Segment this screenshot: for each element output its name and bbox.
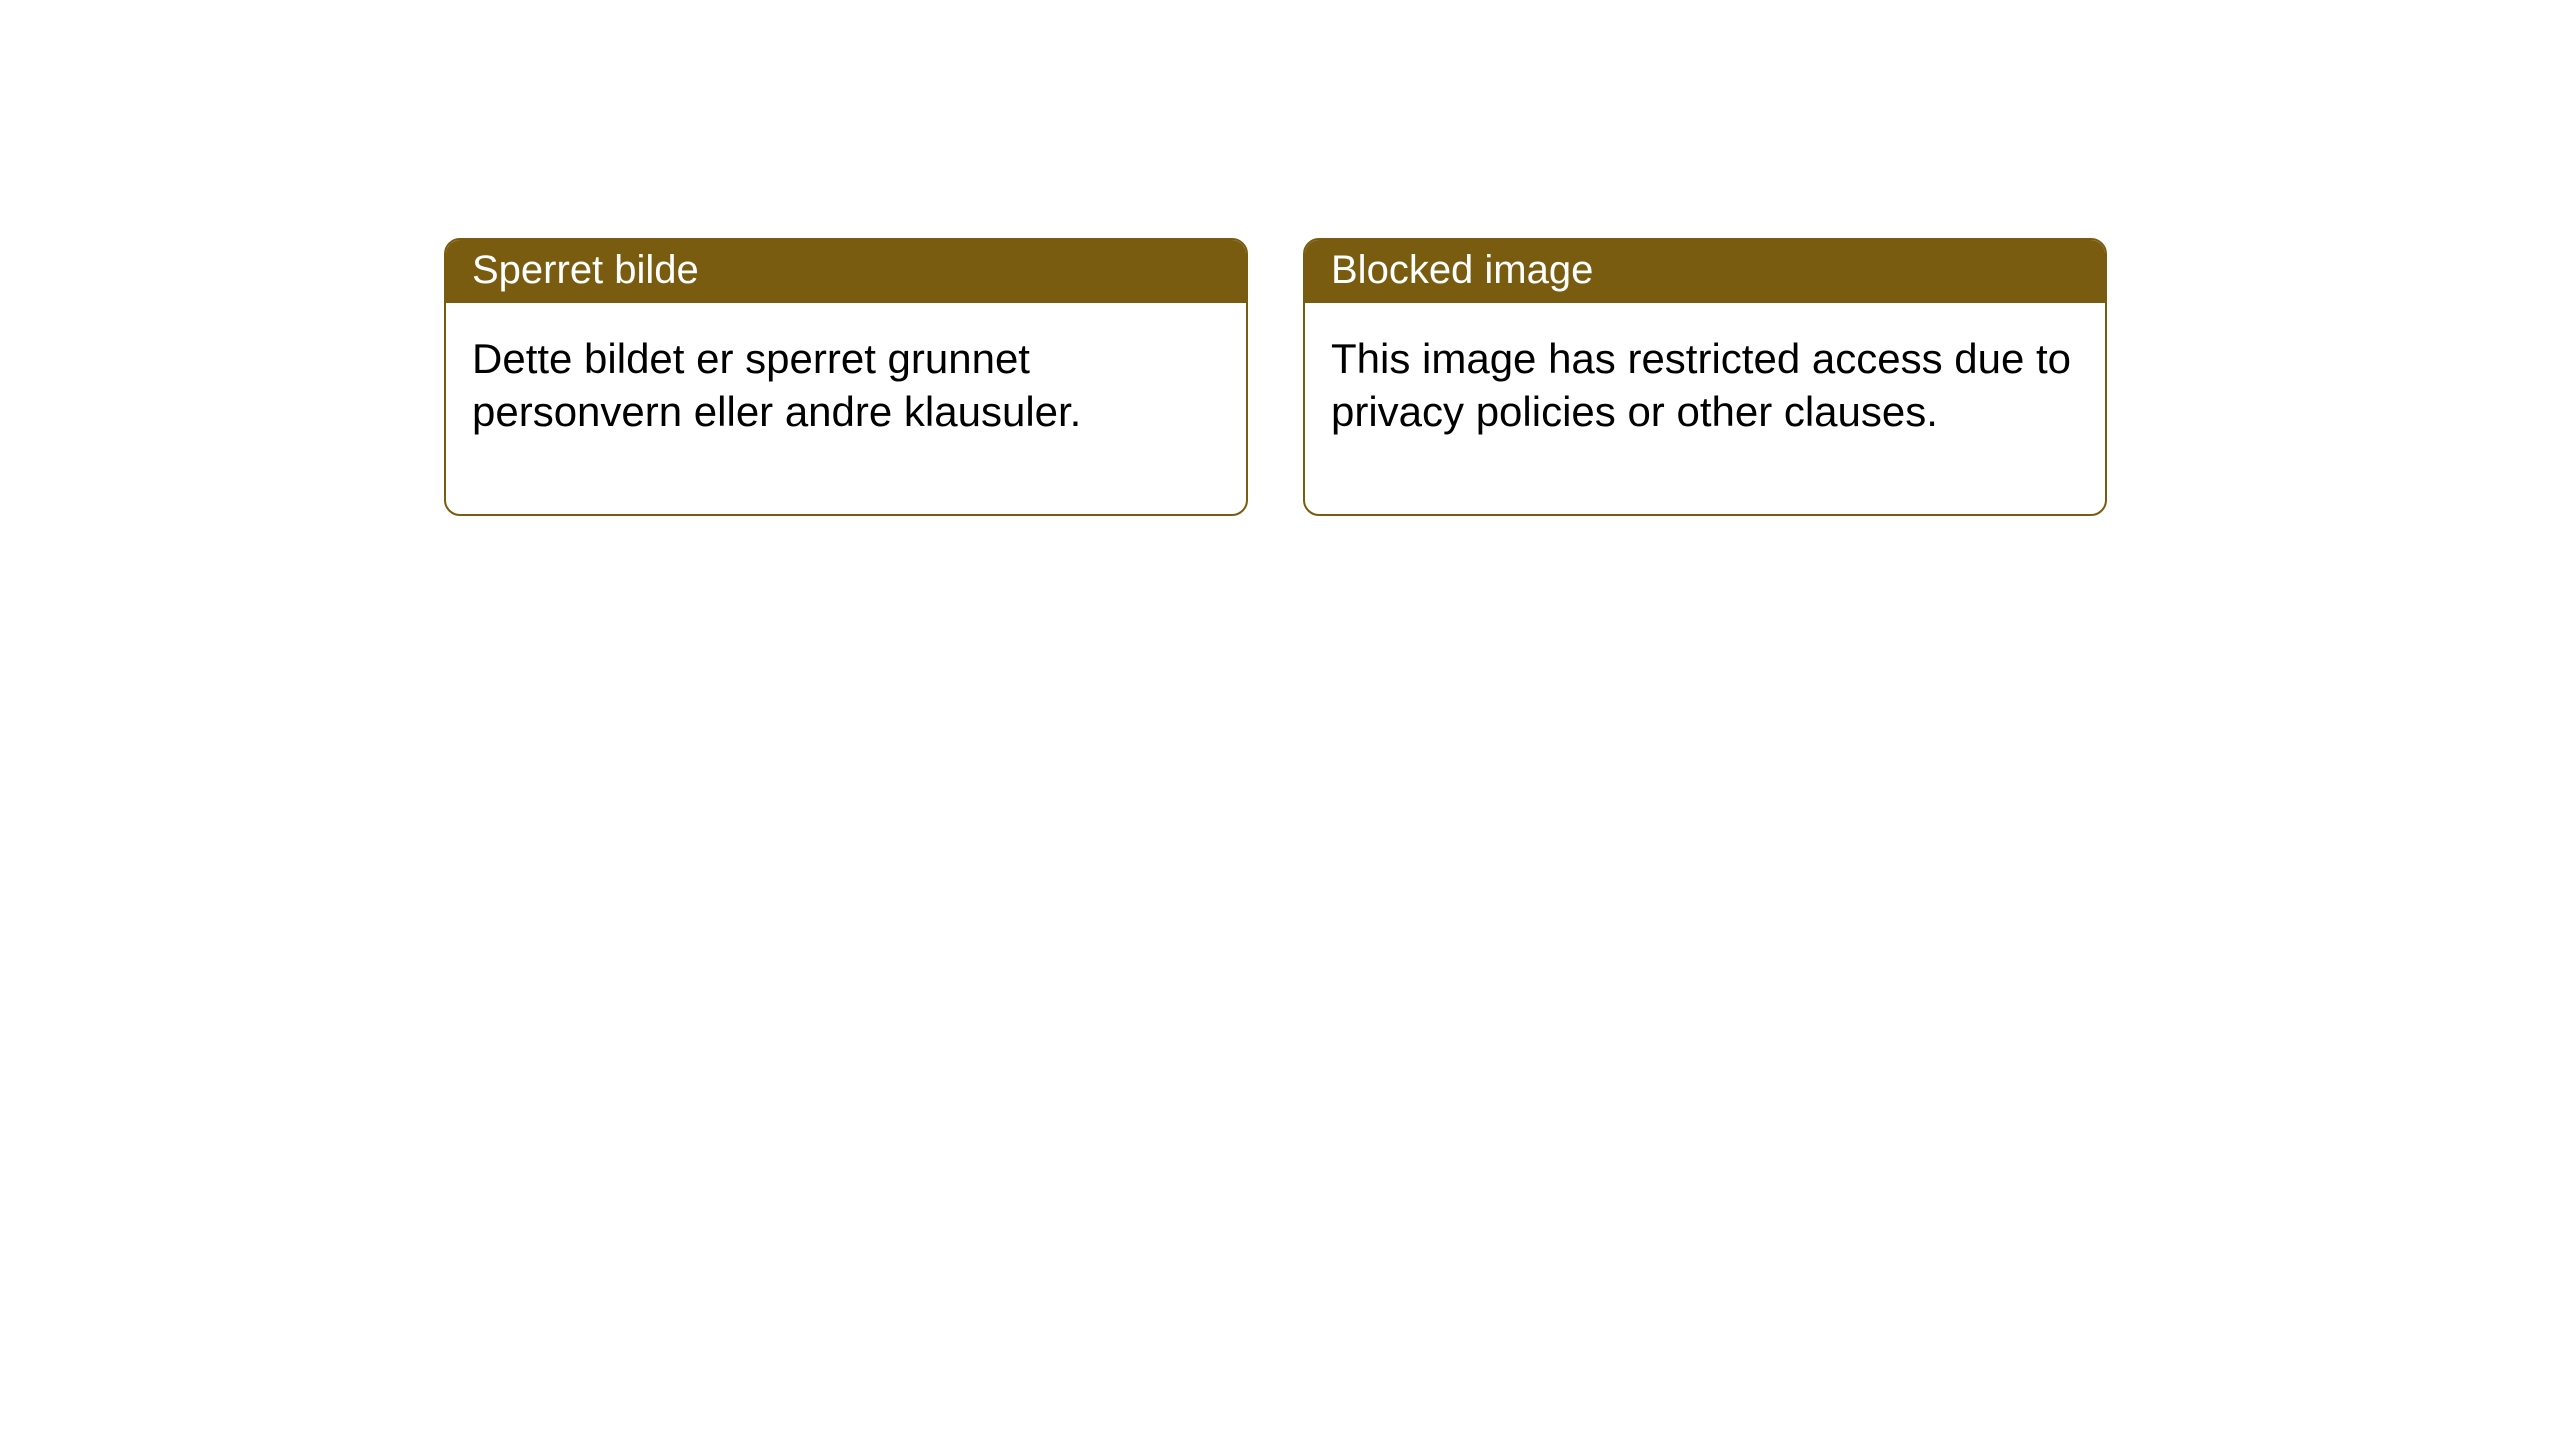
notice-card-english: Blocked image This image has restricted … [1303, 238, 2107, 516]
notice-body: This image has restricted access due to … [1305, 303, 2105, 514]
notice-body: Dette bildet er sperret grunnet personve… [446, 303, 1246, 514]
notice-card-norwegian: Sperret bilde Dette bildet er sperret gr… [444, 238, 1248, 516]
notice-container: Sperret bilde Dette bildet er sperret gr… [0, 0, 2560, 516]
notice-header: Blocked image [1305, 240, 2105, 303]
notice-header: Sperret bilde [446, 240, 1246, 303]
